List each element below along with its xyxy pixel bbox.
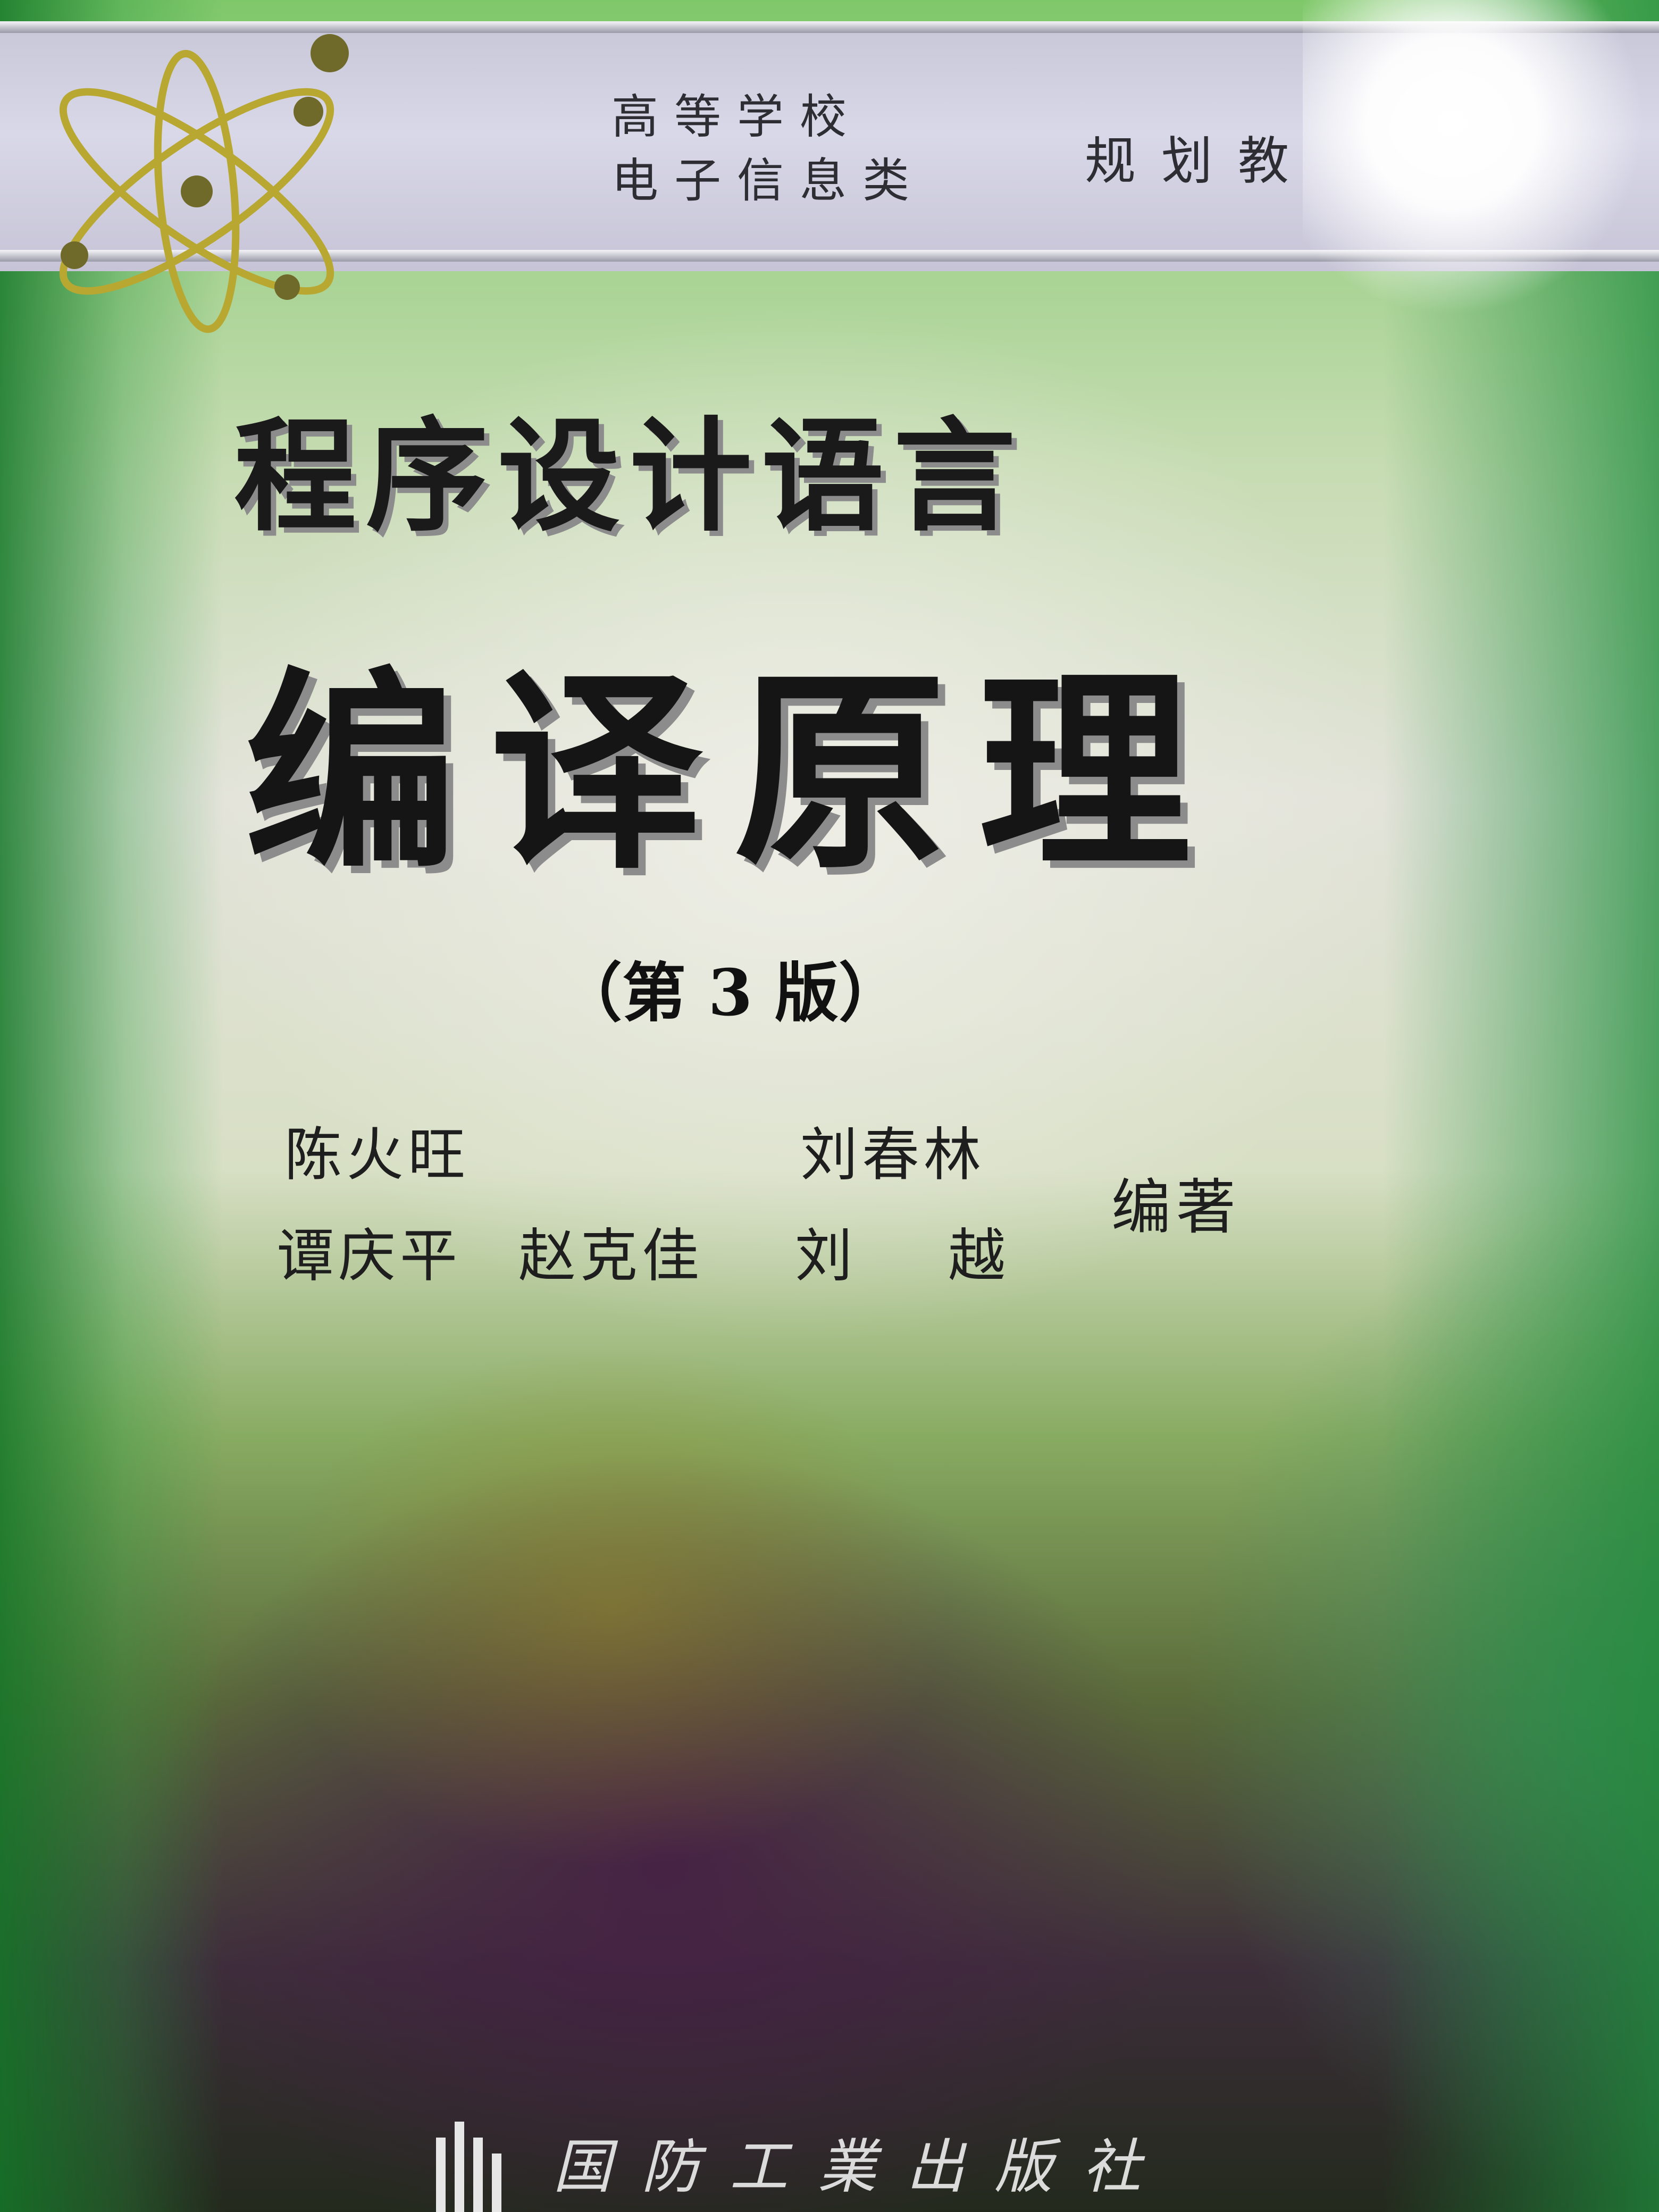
cover-right-shade <box>1382 0 1659 2212</box>
publisher-logo-icon <box>436 2122 501 2212</box>
series-line-1: 高等学校 <box>611 89 863 144</box>
banner-top-rule <box>0 21 1659 33</box>
author-5: 刘越 <box>795 1223 1102 1289</box>
publisher-name: 国防工業出版社 <box>553 2133 1171 2201</box>
light-glare <box>1303 0 1654 362</box>
author-3: 谭庆平 <box>276 1223 462 1289</box>
author-4: 赵克佳 <box>518 1223 704 1289</box>
book-title-line-1: 程序设计语言 <box>234 406 1026 548</box>
author-2: 刘春林 <box>800 1122 986 1188</box>
edition-label: （第 3 版） <box>558 956 903 1030</box>
banner-bottom-rule <box>0 250 1659 262</box>
series-line-2: 电子信息类 <box>611 153 926 208</box>
book-title-line-2: 编译原理 <box>245 650 1223 898</box>
author-1: 陈火旺 <box>284 1122 470 1188</box>
author-role: 编著 <box>1111 1173 1241 1242</box>
atom-logo-icon <box>59 34 349 333</box>
series-name: 高等学校 电子信息类 <box>611 85 941 213</box>
cover-left-shade <box>0 0 223 2212</box>
series-plan-label: 规划教 <box>1085 131 1314 191</box>
